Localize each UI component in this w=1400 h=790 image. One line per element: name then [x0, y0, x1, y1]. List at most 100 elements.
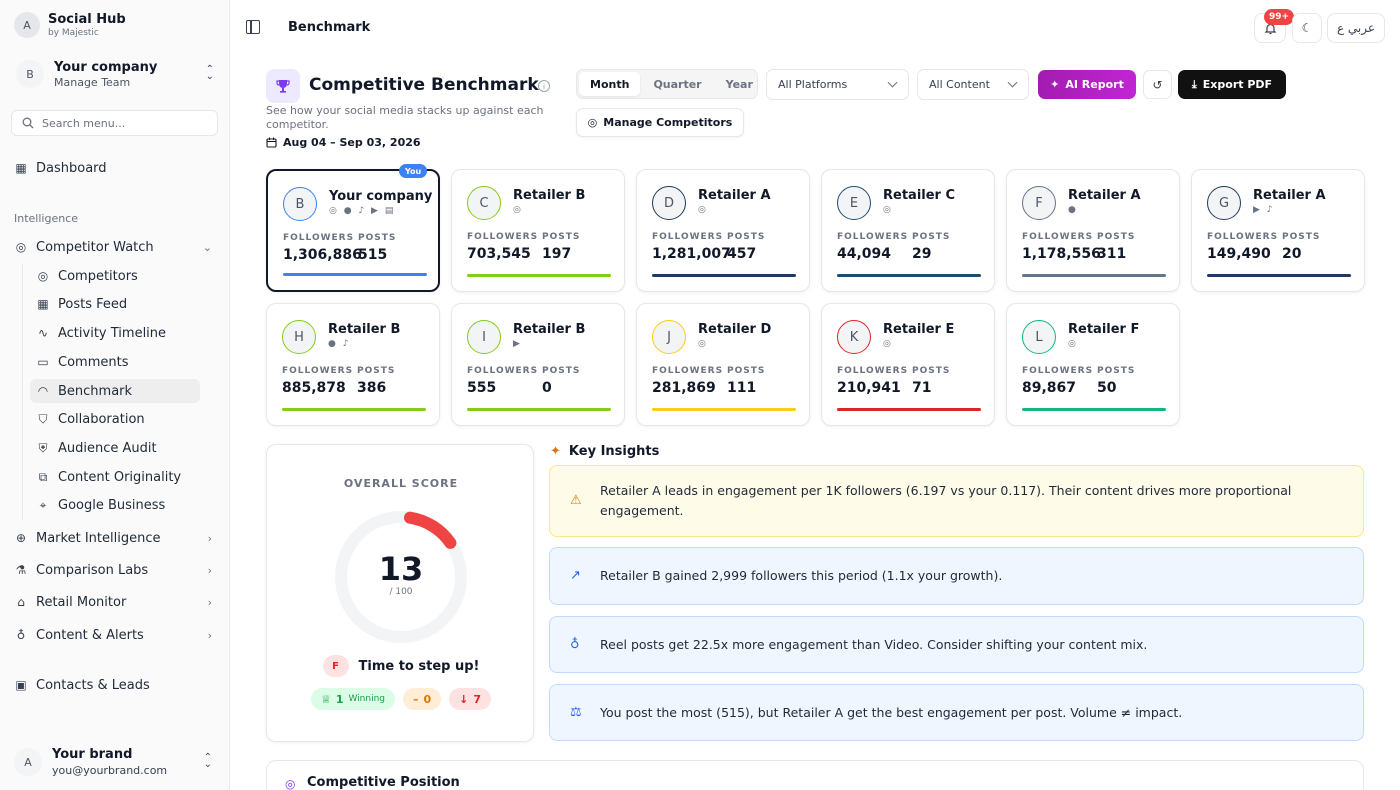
sidebar-toggle-icon[interactable] [246, 20, 260, 34]
platform-icons: ▶ [513, 339, 522, 349]
period-quarter[interactable]: Quarter [653, 77, 702, 91]
sub-activity-timeline[interactable]: ∿ Activity Timeline [30, 321, 200, 345]
chevron-updown-icon: ⌃ ⌄ [203, 752, 212, 770]
competitor-card[interactable]: C Retailer B ◎ FOLLOWERS POSTS 703,545 197 [451, 169, 625, 292]
insight-text: You post the most (515), but Retailer A … [600, 704, 1183, 720]
history-button[interactable]: ↺ [1143, 70, 1172, 99]
company-switcher[interactable]: B Your company Manage Team ⌃ ⌄ [12, 54, 218, 94]
warning-icon: ⚠ [570, 493, 582, 508]
competitor-color-bar [652, 274, 796, 277]
insight-item: ♁ Reel posts get 22.5x more engagement t… [549, 616, 1364, 673]
tie-count: 0 [423, 692, 432, 706]
platform-icons: ▶ ♪ [1253, 205, 1275, 215]
sub-audience-audit[interactable]: ⛨ Audience Audit [30, 436, 200, 460]
competitor-card[interactable]: E Retailer C ◎ FOLLOWERS POSTS 44,094 29 [821, 169, 995, 292]
chevron-right-icon: › [207, 531, 212, 545]
competitor-name: Retailer A [1253, 188, 1326, 203]
competitor-card[interactable]: H Retailer B ● ♪ FOLLOWERS POSTS 885,878 386 [266, 303, 440, 426]
followers-value: 1,178,556 [1022, 246, 1101, 262]
section-intelligence: Intelligence [14, 212, 79, 225]
brand[interactable]: A Social Hub by Majestic [14, 12, 126, 38]
followers-label: FOLLOWERS [1022, 232, 1094, 242]
competitor-card[interactable]: F Retailer A ● FOLLOWERS POSTS 1,178,556 311 [1006, 169, 1180, 292]
posts-value: 111 [727, 380, 757, 396]
radar-icon: ◎ [285, 777, 296, 790]
search-input[interactable] [42, 116, 202, 130]
lightbulb-icon: ♁ [570, 636, 580, 652]
date-range: Aug 04 – Sep 03, 2026 [266, 136, 421, 149]
user-menu[interactable]: A Your brand you@yourbrand.com ⌃ ⌄ [14, 742, 220, 782]
gauge-track [335, 511, 467, 643]
competitor-card[interactable]: I Retailer B ▶ FOLLOWERS POSTS 555 0 [451, 303, 625, 426]
posts-value: 20 [1282, 246, 1302, 262]
followers-value: 1,281,007 [652, 246, 731, 262]
competitor-color-bar [837, 274, 981, 277]
competitor-name: Your company [329, 189, 433, 204]
sub-competitors[interactable]: ◎ Competitors [30, 264, 200, 288]
nav-dashboard-label: Dashboard [36, 160, 107, 176]
sub-activity-timeline-label: Activity Timeline [58, 325, 167, 341]
followers-value: 149,490 [1207, 246, 1271, 262]
map-pin-icon: ⌖ [39, 497, 47, 512]
competitor-avatar: G [1207, 186, 1241, 220]
sub-collaboration[interactable]: ⛉ Collaboration [30, 407, 200, 431]
chevron-down-icon [1007, 77, 1018, 88]
competitor-avatar: C [467, 186, 501, 220]
competitive-position-title: Competitive Position [307, 775, 460, 790]
period-year[interactable]: Year [725, 77, 753, 91]
followers-value: 89,867 [1022, 380, 1077, 396]
sub-benchmark-label: Benchmark [58, 383, 133, 399]
competitor-card[interactable]: D Retailer A ◎ FOLLOWERS POSTS 1,281,007 457 [636, 169, 810, 292]
competitor-card[interactable]: J Retailer D ◎ FOLLOWERS POSTS 281,869 111 [636, 303, 810, 426]
main-content: Benchmark 99+ ☾ عربي ع Competitive Bench… [230, 0, 1400, 790]
contact-icon: ▣ [15, 678, 27, 692]
theme-toggle-button[interactable]: ☾ [1292, 13, 1322, 43]
user-avatar: A [14, 748, 42, 776]
nav-content-alerts[interactable]: ♁ Content & Alerts › [14, 622, 220, 648]
nav-dashboard[interactable]: ▦ Dashboard [14, 155, 220, 181]
sidebar: A Social Hub by Majestic B Your company … [0, 0, 230, 790]
followers-value: 1,306,886 [283, 247, 362, 263]
sub-comments[interactable]: ▭ Comments [30, 350, 200, 374]
sub-content-originality[interactable]: ⧉ Content Originality [30, 465, 200, 489]
arrow-down-icon: ↓ [459, 692, 469, 706]
trophy-icon: ♕ [320, 692, 331, 706]
competitor-card[interactable]: K Retailer E ◎ FOLLOWERS POSTS 210,941 71 [821, 303, 995, 426]
manage-competitors-button[interactable]: ◎ Manage Competitors [576, 108, 744, 137]
export-pdf-button[interactable]: ⤓ Export PDF [1178, 70, 1286, 99]
platform-select[interactable]: All Platforms [766, 69, 909, 100]
posts-value: 515 [358, 247, 388, 263]
period-toggle: Month Quarter Year [576, 69, 758, 99]
nav-retail-monitor[interactable]: ⌂ Retail Monitor › [14, 589, 220, 615]
trophy-icon [266, 69, 300, 103]
platform-icons: ◎ [513, 205, 523, 215]
nav-contacts-leads[interactable]: ▣ Contacts & Leads [14, 672, 220, 698]
nav-comparison-labs[interactable]: ⚗ Comparison Labs › [14, 557, 220, 583]
period-month[interactable]: Month [579, 72, 641, 96]
sub-posts-feed[interactable]: ▦ Posts Feed [30, 292, 200, 316]
posts-value: 71 [912, 380, 932, 396]
competitor-card[interactable]: L Retailer F ◎ FOLLOWERS POSTS 89,867 50 [1006, 303, 1180, 426]
competitor-card[interactable]: You B Your company ◎ ● ♪ ▶ ▤ FOLLOWERS POSTS 1… [266, 164, 440, 292]
losing-pill: ↓ 7 [449, 688, 492, 710]
competitor-card[interactable]: G Retailer A ▶ ♪ FOLLOWERS POSTS 149,490 20 [1191, 169, 1365, 292]
insight-item: ↗ Retailer B gained 2,999 followers this… [549, 547, 1364, 605]
sub-benchmark[interactable]: ◠ Benchmark [30, 379, 200, 403]
insights-title: Key Insights [568, 444, 660, 459]
posts-value: 386 [357, 380, 387, 396]
scale-icon: ⚖ [570, 704, 582, 720]
ai-report-button[interactable]: ✦ AI Report [1038, 70, 1136, 99]
posts-value: 50 [1097, 380, 1117, 396]
info-icon[interactable]: i [538, 80, 550, 92]
nav-comparison-labs-label: Comparison Labs [36, 562, 149, 578]
sub-google-business[interactable]: ⌖ Google Business [30, 493, 200, 517]
platform-icons: ◎ [883, 339, 893, 349]
nav-competitor-watch[interactable]: ◎ Competitor Watch ⌄ [14, 234, 220, 260]
competitor-avatar: L [1022, 320, 1056, 354]
content-select[interactable]: All Content [917, 69, 1029, 100]
nav-market-intelligence[interactable]: ⊕ Market Intelligence › [14, 525, 220, 551]
radar-icon: ◎ [15, 240, 27, 254]
sub-posts-feed-label: Posts Feed [58, 296, 128, 312]
competitor-avatar: J [652, 320, 686, 354]
language-button[interactable]: عربي ع [1327, 13, 1385, 43]
